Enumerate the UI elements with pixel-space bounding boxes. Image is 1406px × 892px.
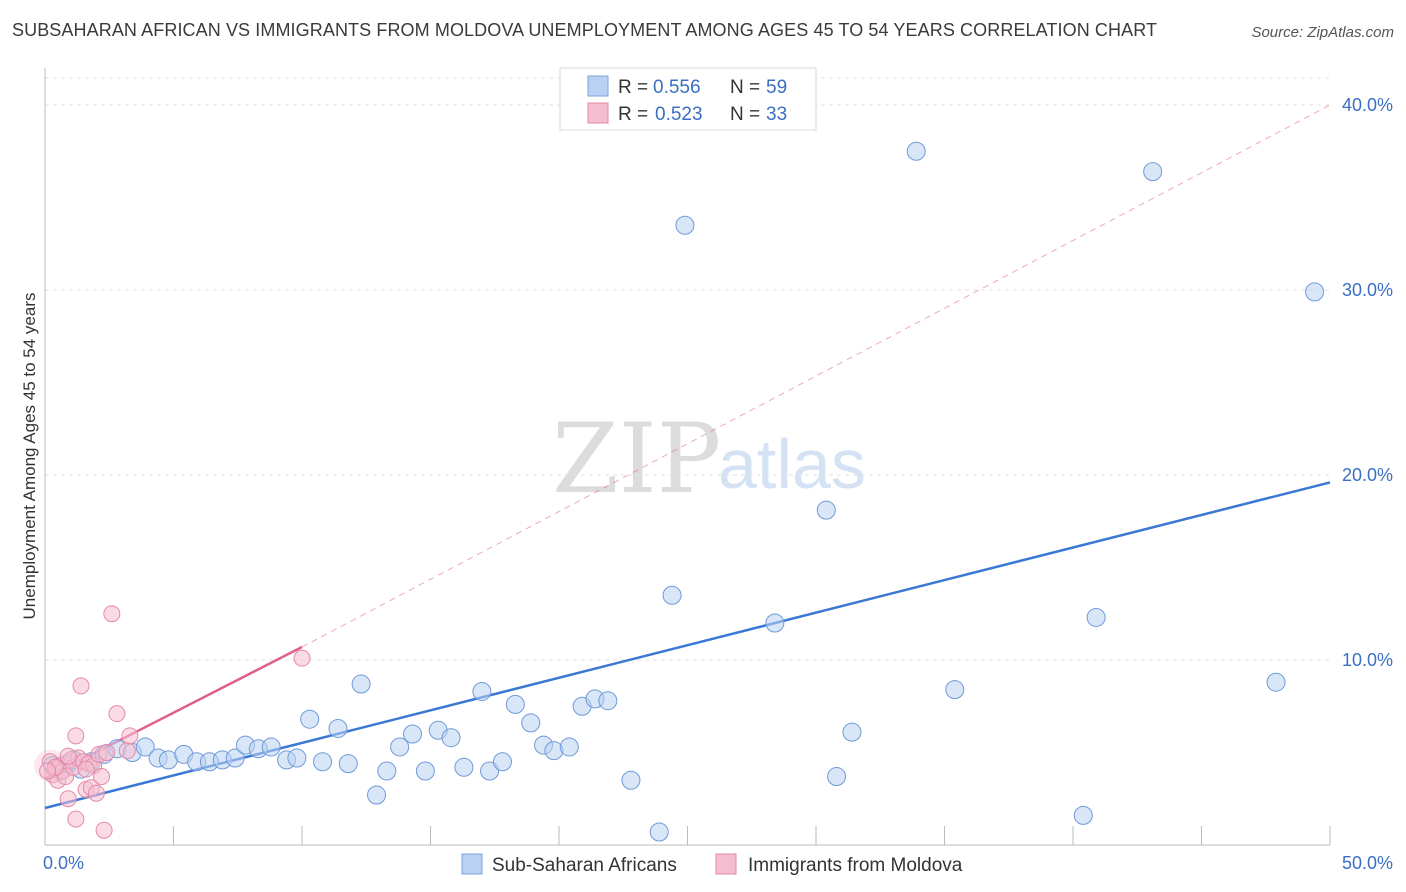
bottom-legend-swatch-pink bbox=[715, 853, 737, 875]
point-subsaharan bbox=[906, 141, 926, 161]
point-subsaharan bbox=[945, 680, 965, 700]
watermark-atlas: atlas bbox=[718, 425, 866, 503]
trend-line-moldova-extension bbox=[301, 104, 1331, 648]
point-subsaharan bbox=[367, 785, 387, 805]
point-subsaharan bbox=[377, 761, 397, 781]
point-subsaharan bbox=[1086, 607, 1106, 627]
x-tick-label-max: 50.0% bbox=[1342, 853, 1393, 873]
legend-swatch-blue bbox=[587, 75, 609, 97]
point-moldova bbox=[95, 821, 113, 839]
legend-n-label-pink: N = bbox=[730, 104, 765, 125]
point-subsaharan bbox=[300, 709, 320, 729]
point-subsaharan bbox=[505, 694, 525, 714]
point-subsaharan bbox=[403, 724, 423, 744]
bottom-legend: Sub-Saharan Africans Immigrants from Mol… bbox=[461, 853, 963, 876]
point-subsaharan bbox=[621, 770, 641, 790]
point-subsaharan bbox=[415, 761, 435, 781]
point-moldova bbox=[77, 760, 95, 778]
bottom-legend-label-blue: Sub-Saharan Africans bbox=[492, 855, 677, 876]
point-moldova bbox=[121, 727, 139, 745]
point-subsaharan bbox=[598, 691, 618, 711]
point-subsaharan bbox=[816, 500, 836, 520]
point-moldova bbox=[67, 810, 85, 828]
point-subsaharan bbox=[521, 713, 541, 733]
point-subsaharan bbox=[662, 585, 682, 605]
point-subsaharan bbox=[1305, 282, 1325, 302]
legend-r-label-pink: R = bbox=[618, 104, 653, 125]
y-tick-labels: 10.0% 20.0% 30.0% 40.0% bbox=[1342, 95, 1393, 670]
point-subsaharan bbox=[225, 748, 245, 768]
bottom-legend-swatch-blue bbox=[461, 853, 483, 875]
legend-r-label-blue: R = bbox=[618, 77, 653, 98]
y-axis-title: Unemployment Among Ages 45 to 54 years bbox=[20, 293, 39, 620]
point-subsaharan bbox=[827, 767, 847, 787]
point-subsaharan bbox=[313, 752, 333, 772]
legend-n-value-pink: 33 bbox=[766, 104, 787, 125]
x-tick-label-min: 0.0% bbox=[43, 853, 84, 873]
point-subsaharan bbox=[765, 613, 785, 633]
point-moldova bbox=[59, 747, 77, 765]
y-tick-label: 10.0% bbox=[1342, 650, 1393, 670]
point-moldova bbox=[39, 762, 57, 780]
point-moldova bbox=[103, 605, 121, 623]
point-subsaharan bbox=[1143, 162, 1163, 182]
point-moldova bbox=[108, 705, 126, 723]
point-moldova bbox=[72, 677, 90, 695]
point-subsaharan bbox=[559, 737, 579, 757]
point-subsaharan bbox=[454, 757, 474, 777]
point-subsaharan bbox=[441, 728, 461, 748]
y-tick-label: 30.0% bbox=[1342, 280, 1393, 300]
point-subsaharan bbox=[1073, 805, 1093, 825]
grid-lines bbox=[45, 77, 1330, 661]
legend-swatch-pink bbox=[587, 102, 609, 124]
point-subsaharan bbox=[842, 722, 862, 742]
point-subsaharan bbox=[472, 681, 492, 701]
point-subsaharan bbox=[649, 822, 669, 842]
point-moldova bbox=[118, 742, 136, 760]
point-subsaharan bbox=[390, 737, 410, 757]
data-points bbox=[34, 141, 1325, 842]
point-moldova bbox=[293, 649, 311, 667]
legend-n-value-blue: 59 bbox=[766, 77, 787, 98]
point-moldova bbox=[67, 727, 85, 745]
source-credit: Source: ZipAtlas.com bbox=[1251, 24, 1394, 41]
point-subsaharan bbox=[287, 748, 307, 768]
point-subsaharan bbox=[338, 754, 358, 774]
point-subsaharan bbox=[261, 737, 281, 757]
point-subsaharan bbox=[480, 761, 500, 781]
y-tick-label: 40.0% bbox=[1342, 95, 1393, 115]
point-subsaharan bbox=[351, 674, 371, 694]
x-ticks bbox=[173, 826, 1331, 845]
point-moldova bbox=[87, 784, 105, 802]
point-moldova bbox=[93, 768, 111, 786]
point-moldova bbox=[98, 744, 116, 761]
point-subsaharan bbox=[328, 718, 348, 738]
point-subsaharan bbox=[1266, 672, 1286, 692]
legend-n-label-blue: N = bbox=[730, 77, 765, 98]
watermark-zip: ZIP bbox=[552, 403, 721, 515]
bottom-legend-label-pink: Immigrants from Moldova bbox=[748, 855, 963, 876]
point-moldova bbox=[59, 790, 77, 808]
legend-r-value-blue: 0.556 bbox=[653, 77, 701, 98]
point-subsaharan bbox=[135, 737, 155, 757]
legend-r-value-pink: 0.523 bbox=[655, 104, 703, 125]
chart-title: SUBSAHARAN AFRICAN VS IMMIGRANTS FROM MO… bbox=[12, 20, 1158, 40]
legend: R = 0.556 N = 59 R = 0.523 N = 33 bbox=[559, 67, 817, 131]
y-tick-label: 20.0% bbox=[1342, 465, 1393, 485]
point-subsaharan bbox=[675, 215, 695, 235]
point-subsaharan bbox=[492, 752, 512, 772]
